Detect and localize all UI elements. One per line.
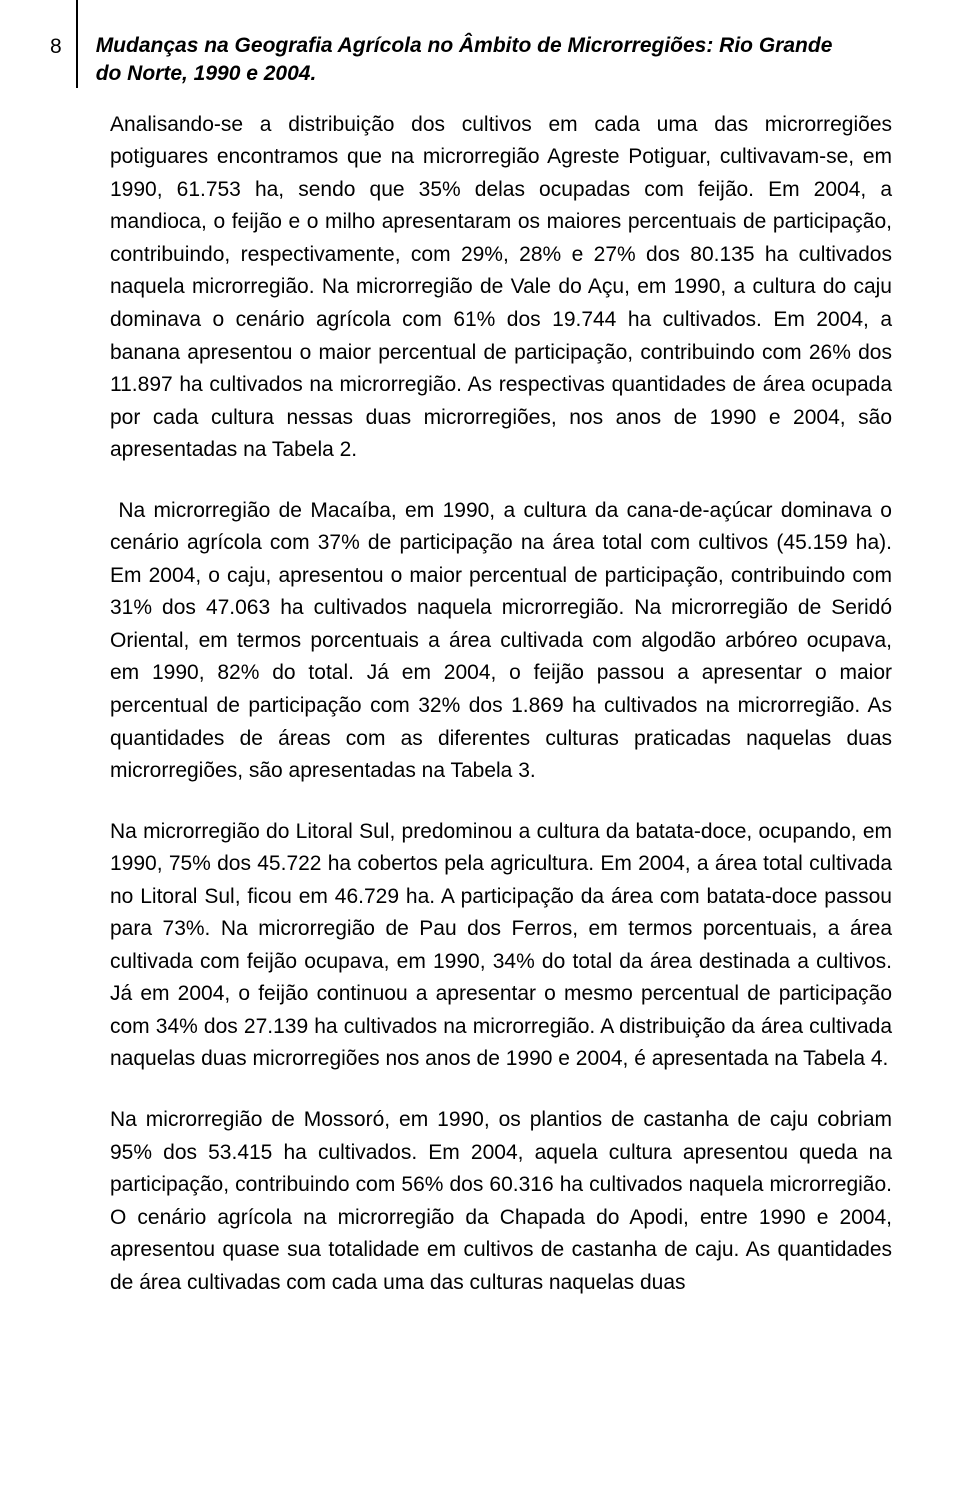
- paragraph: Na microrregião do Litoral Sul, predomin…: [110, 816, 892, 1076]
- paragraph: Na microrregião de Mossoró, em 1990, os …: [110, 1104, 892, 1299]
- page-number: 8: [50, 32, 76, 59]
- page-title: Mudanças na Geografia Agrícola no Âmbito…: [80, 32, 856, 89]
- paragraph: Na microrregião de Macaíba, em 1990, a c…: [110, 495, 892, 788]
- page: 8 Mudanças na Geografia Agrícola no Âmbi…: [0, 0, 960, 1511]
- page-header: 8 Mudanças na Geografia Agrícola no Âmbi…: [50, 32, 892, 89]
- divider-tick-icon: [76, 0, 78, 88]
- body-text: Analisando-se a distribuição dos cultivo…: [50, 109, 892, 1300]
- paragraph: Analisando-se a distribuição dos cultivo…: [110, 109, 892, 467]
